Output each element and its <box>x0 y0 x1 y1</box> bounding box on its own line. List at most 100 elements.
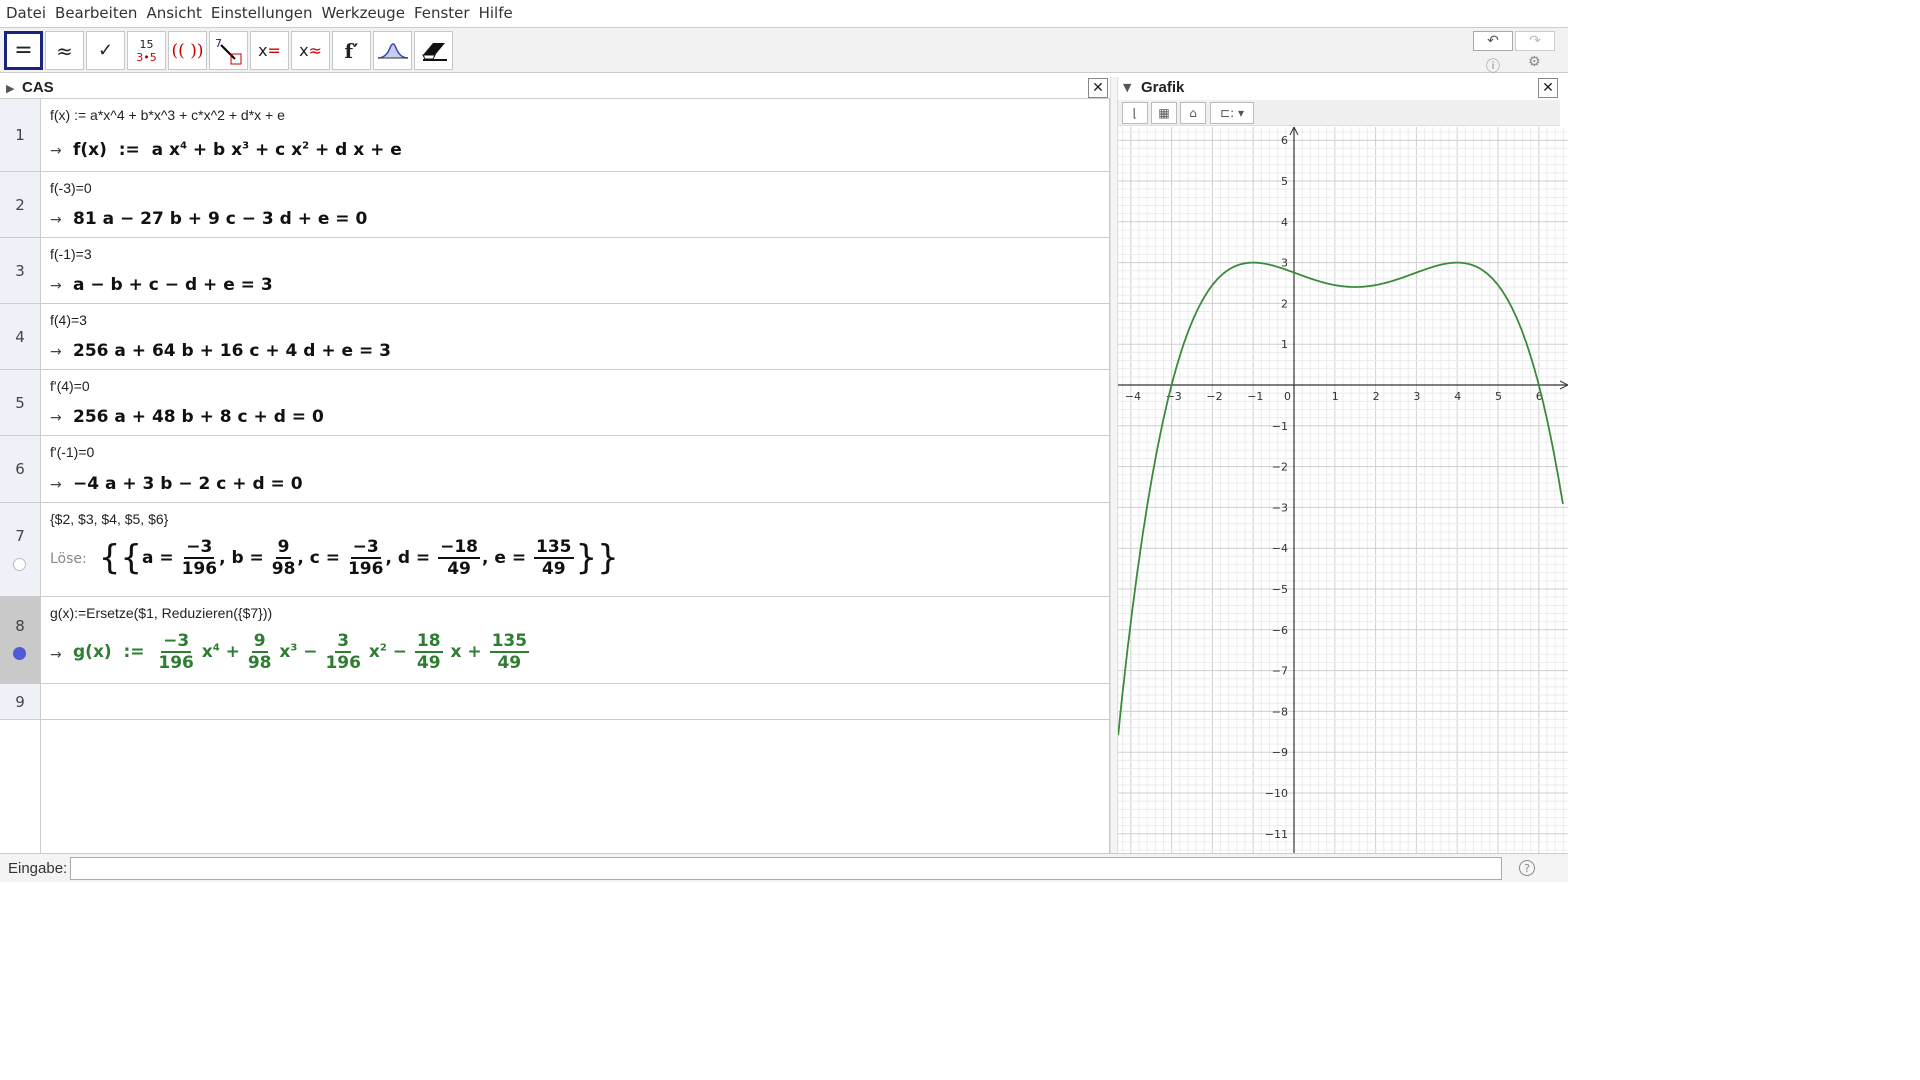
cas-row-7[interactable]: 7 {$2, $3, $4, $5, $6} Löse: {{a = −3 196,… <box>0 503 1110 597</box>
axes-toggle-button[interactable]: ⌊ <box>1122 102 1148 124</box>
row-number: 6 <box>0 436 41 502</box>
solve-label: Löse: <box>50 551 87 567</box>
y-tick-label: −9 <box>1272 746 1288 759</box>
cas-output: 256 a + 48 b + 8 c + d = 0 <box>73 407 324 427</box>
output-arrow: → <box>50 477 62 493</box>
numeric-tool-button[interactable]: ≈ <box>45 31 84 70</box>
evaluate-tool-button[interactable]: = <box>4 31 43 70</box>
menu-hilfe[interactable]: Hilfe <box>478 4 513 22</box>
undo-button[interactable]: ↶ <box>1473 31 1513 51</box>
cas-output: −4 a + 3 b − 2 c + d = 0 <box>73 474 303 494</box>
help-icon[interactable]: ? <box>1519 860 1535 876</box>
solve-tool-button[interactable]: x= <box>250 31 289 70</box>
y-tick-label: 1 <box>1281 338 1288 351</box>
close-grafik-button[interactable]: ✕ <box>1538 78 1558 98</box>
menu-werkzeuge[interactable]: Werkzeuge <box>321 4 405 22</box>
grafik-panel-header: ▼ Grafik ✕ <box>1118 77 1568 99</box>
cas-row-8[interactable]: 8 g(x):=Ersetze($1, Reduzieren({$7})) → … <box>0 597 1110 684</box>
row-number: 9 <box>0 684 41 719</box>
keep-input-tool-button[interactable]: ✓ <box>86 31 125 70</box>
row-number: 2 <box>0 172 41 237</box>
row-number: 7 <box>0 503 41 596</box>
menu-bearbeiten[interactable]: Bearbeiten <box>55 4 138 22</box>
y-tick-label: −1 <box>1272 420 1288 433</box>
x-axis-arrow <box>1559 380 1568 390</box>
cas-input[interactable]: g(x):=Ersetze($1, Reduzieren({$7})) <box>50 605 273 621</box>
derivative-icon: f′ <box>344 38 359 63</box>
output-arrow: → <box>50 278 62 294</box>
gear-icon[interactable]: ⚙ <box>1528 54 1541 70</box>
x-tick-label: 0 <box>1284 390 1291 403</box>
x-tick-label: 2 <box>1373 390 1380 403</box>
delete-tool-button[interactable] <box>414 31 453 70</box>
close-icon: ✕ <box>1092 80 1104 96</box>
plot-toggle[interactable] <box>13 558 26 571</box>
y-tick-label: −7 <box>1272 665 1288 678</box>
cas-panel-header: ▶ CAS ✕ <box>0 77 1110 99</box>
row-number: 1 <box>0 99 41 171</box>
collapse-triangle-icon[interactable]: ▼ <box>1123 81 1132 94</box>
evaluate-icon: = <box>14 38 33 63</box>
cas-row-4[interactable]: 4 f(4)=3 → 256 a + 64 b + 16 c + 4 d + e… <box>0 304 1110 370</box>
cas-row-9[interactable]: 9 <box>0 684 1110 720</box>
cas-row-1[interactable]: 1 f(x) := a*x^4 + b*x^3 + c*x^2 + d*x + … <box>0 99 1110 172</box>
menu-ansicht[interactable]: Ansicht <box>146 4 202 22</box>
y-tick-label: −3 <box>1272 501 1288 514</box>
cas-input[interactable]: f(-3)=0 <box>50 180 92 196</box>
grid-toggle-button[interactable]: ▦ <box>1151 102 1177 124</box>
x-tick-label: 1 <box>1332 390 1339 403</box>
redo-button[interactable]: ↷ <box>1515 31 1555 51</box>
cas-input[interactable]: f(4)=3 <box>50 312 87 328</box>
panel-divider[interactable] <box>1110 77 1118 853</box>
probability-tool-button[interactable] <box>373 31 412 70</box>
cas-row-3[interactable]: 3 f(-1)=3 → a − b + c − d + e = 3 <box>0 238 1110 304</box>
y-tick-label: 6 <box>1281 134 1288 147</box>
menu-fenster[interactable]: Fenster <box>413 4 470 22</box>
solve-numerically-tool-button[interactable]: x≈ <box>291 31 330 70</box>
cas-input[interactable]: {$2, $3, $4, $5, $6} <box>50 511 169 527</box>
menu-einstellungen[interactable]: Einstellungen <box>210 4 313 22</box>
grid-icon: ▦ <box>1158 106 1170 120</box>
toolbar: = ≈ ✓ 15 3•5 (( )) 7 x= x≈ f′ ↶ ↷ <box>0 27 1568 73</box>
x-tick-label: 5 <box>1495 390 1502 403</box>
curve-g <box>1118 261 1564 736</box>
y-tick-label: −10 <box>1265 787 1288 800</box>
menu-datei[interactable]: Datei <box>6 4 47 22</box>
output-arrow: → <box>50 212 62 228</box>
cas-output: 81 a − 27 b + 9 c − 3 d + e = 0 <box>73 209 368 229</box>
cas-input[interactable]: f'(-1)=0 <box>50 444 95 460</box>
cas-input[interactable]: f(-1)=3 <box>50 246 92 262</box>
row-number: 4 <box>0 304 41 369</box>
output-arrow: → <box>50 344 62 360</box>
y-tick-label: −8 <box>1272 705 1288 718</box>
graph-canvas[interactable]: −4 −3 −2 −1 0 1 2 3 4 5 6654321−1−2−3−4−5−6−7−8−9−… <box>1118 127 1568 853</box>
y-tick-label: 2 <box>1281 297 1288 310</box>
cas-row-2[interactable]: 2 f(-3)=0 → 81 a − 27 b + 9 c − 3 d + e … <box>0 172 1110 238</box>
axes-icon: ⌊ <box>1132 106 1138 120</box>
expand-icon: (( )) <box>171 40 204 61</box>
input-bar: Eingabe: ? <box>0 853 1568 882</box>
home-button[interactable]: ⌂ <box>1180 102 1206 124</box>
grafik-title: Grafik <box>1141 79 1185 96</box>
substitute-tool-button[interactable]: 7 <box>209 31 248 70</box>
help-icon[interactable]: ⓘ <box>1486 59 1500 75</box>
factor-tool-button[interactable]: 15 3•5 <box>127 31 166 70</box>
close-cas-button[interactable]: ✕ <box>1088 78 1108 98</box>
output-arrow: → <box>50 647 62 663</box>
x-tick-label: −1 <box>1247 390 1263 403</box>
cas-input[interactable]: f(x) := a*x^4 + b*x^3 + c*x^2 + d*x + e <box>50 107 285 123</box>
cas-input[interactable]: f'(4)=0 <box>50 378 90 394</box>
derivative-tool-button[interactable]: f′ <box>332 31 371 70</box>
view-options-button[interactable]: ⊏: ▾ <box>1210 102 1254 124</box>
cas-row-6[interactable]: 6 f'(-1)=0 → −4 a + 3 b − 2 c + d = 0 <box>0 436 1110 503</box>
expand-tool-button[interactable]: (( )) <box>168 31 207 70</box>
collapse-triangle-icon[interactable]: ▶ <box>6 82 15 95</box>
y-tick-label: 5 <box>1281 175 1288 188</box>
plot-toggle[interactable] <box>13 647 26 660</box>
menu-bar: Datei Bearbeiten Ansicht Einstellungen Werkz… <box>0 0 1568 26</box>
cas-row-5[interactable]: 5 f'(4)=0 → 256 a + 48 b + 8 c + d = 0 <box>0 370 1110 436</box>
undo-icon: ↶ <box>1487 33 1499 49</box>
input-field[interactable] <box>70 857 1502 880</box>
normal-distribution-icon <box>377 42 408 59</box>
x-tick-label: 6 <box>1536 390 1543 403</box>
